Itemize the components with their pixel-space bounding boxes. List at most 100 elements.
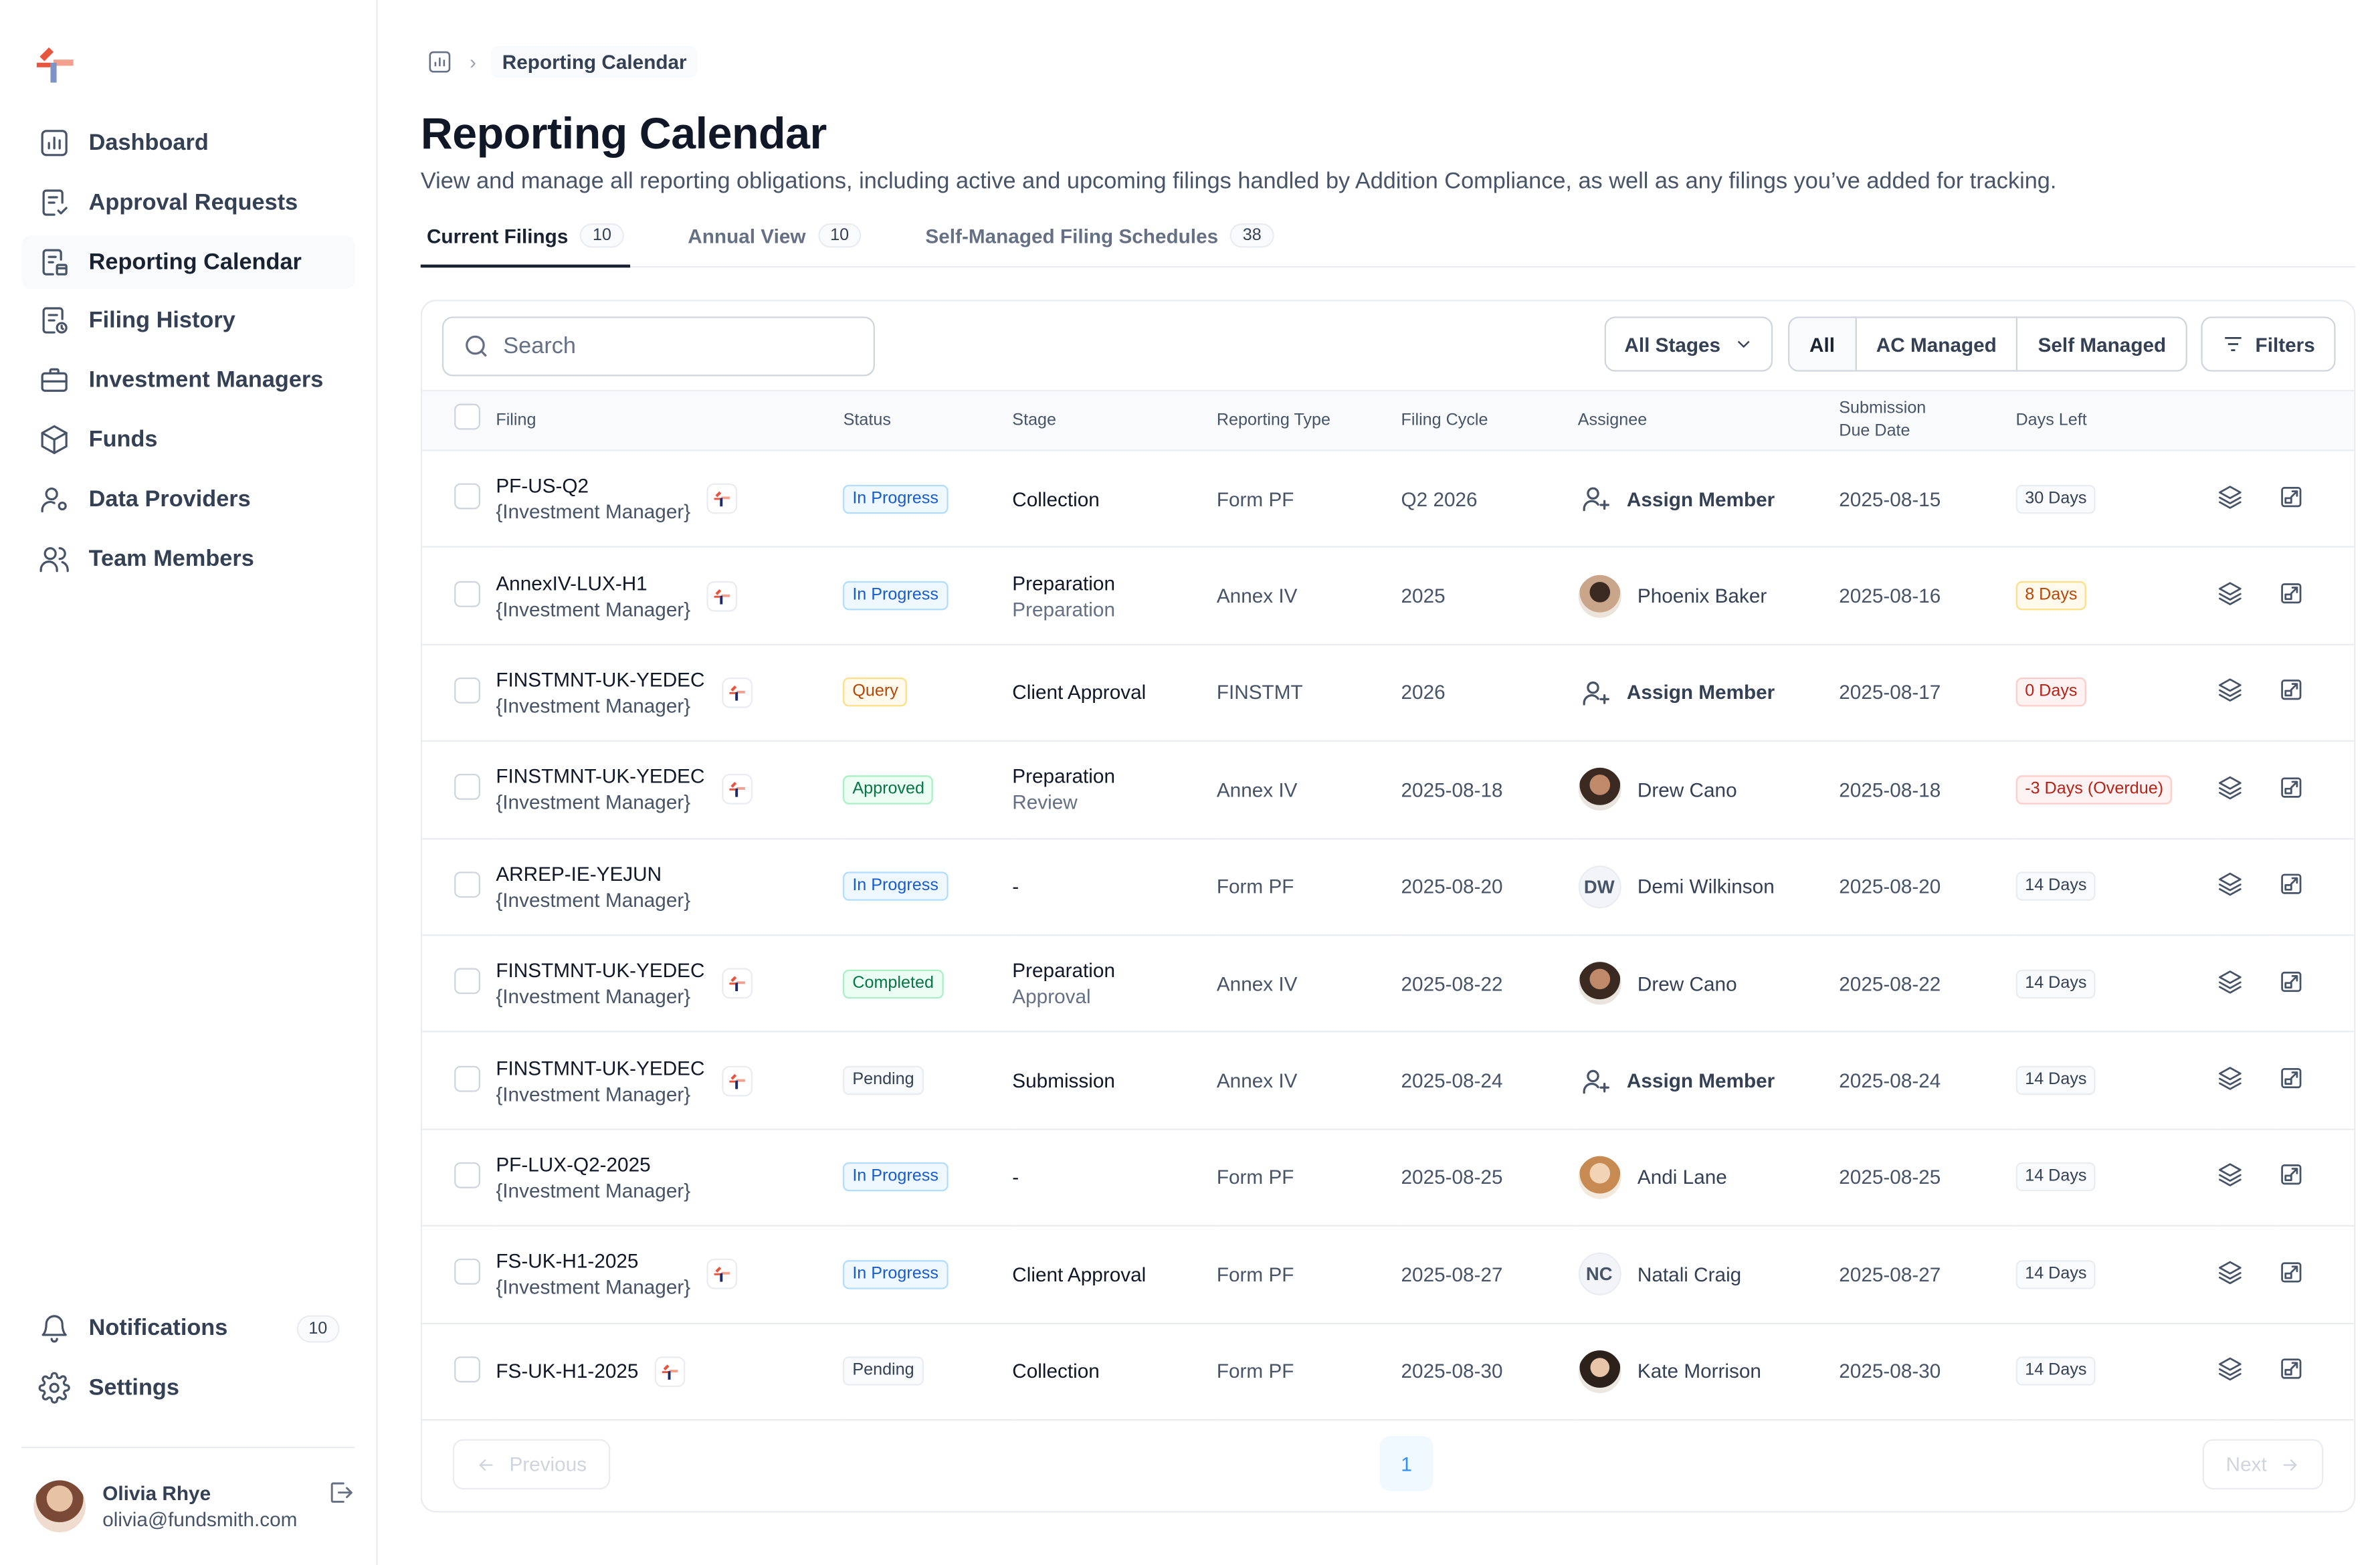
stage-select[interactable]: All Stages — [1604, 316, 1773, 372]
app-logo[interactable] — [33, 43, 76, 86]
open-external-icon[interactable] — [2277, 1068, 2304, 1096]
segment-self-managed[interactable]: Self Managed — [2038, 332, 2167, 356]
assignee[interactable]: Andi Lane — [1577, 1156, 1840, 1199]
col-days-left[interactable]: Days Left — [2015, 410, 2087, 429]
sidebar-item-team-members[interactable]: Team Members — [21, 532, 355, 585]
dashboard-home-icon[interactable] — [421, 44, 458, 78]
search-input[interactable] — [503, 333, 840, 360]
assignee[interactable]: Phoenix Baker — [1577, 574, 1840, 617]
open-external-icon[interactable] — [2277, 874, 2304, 902]
table-row[interactable]: FINSTMNT-UK-YEDEC {Investment Manager} Que… — [422, 644, 2355, 742]
layers-icon[interactable] — [2215, 776, 2243, 805]
tab-annual-view[interactable]: Annual View 10 — [682, 213, 867, 268]
due-date: 2025-08-24 — [1839, 1069, 1941, 1092]
assign-member-button[interactable]: Assign Member — [1578, 677, 1840, 708]
table-row[interactable]: FINSTMNT-UK-YEDEC {Investment Manager} Pen… — [422, 1032, 2355, 1130]
open-external-icon[interactable] — [2277, 1358, 2304, 1387]
layers-icon[interactable] — [2215, 1067, 2243, 1096]
row-checkbox[interactable] — [454, 871, 480, 898]
filing-cycle: 2025-08-18 — [1401, 778, 1503, 801]
sidebar-item-data-providers[interactable]: Data Providers — [21, 472, 355, 526]
sidebar-item-filing-history[interactable]: Filing History — [21, 294, 355, 348]
open-external-icon[interactable] — [2277, 1261, 2304, 1290]
layers-icon[interactable] — [2215, 970, 2243, 999]
logout-icon[interactable] — [327, 1479, 358, 1509]
table-row[interactable]: FS-UK-H1-2025 {Investment Manager} In Prog… — [422, 1226, 2355, 1323]
assignee[interactable]: Kate Morrison — [1577, 1350, 1840, 1393]
table-row[interactable]: ARREP-IE-YEJUN {Investment Manager} In Pro… — [422, 838, 2355, 936]
open-external-icon[interactable] — [2277, 680, 2304, 708]
sidebar-item-investment-managers[interactable]: Investment Managers — [21, 354, 355, 407]
filing-name[interactable]: ARREP-IE-YEJUN — [496, 862, 662, 885]
row-checkbox[interactable] — [454, 1259, 480, 1285]
filing-name[interactable]: FS-UK-H1-2025 — [496, 1249, 639, 1273]
open-external-icon[interactable] — [2277, 1164, 2304, 1193]
previous-button[interactable]: Previous — [452, 1439, 610, 1490]
col-filing-cycle[interactable]: Filing Cycle — [1401, 410, 1488, 429]
filing-name[interactable]: FS-UK-H1-2025 — [496, 1360, 639, 1383]
col-submission-due-date[interactable]: Submission Due Date — [1839, 391, 2015, 450]
sidebar-item-dashboard[interactable]: Dashboard — [21, 116, 355, 170]
filing-name[interactable]: FINSTMNT-UK-YEDEC — [496, 765, 705, 789]
col-status[interactable]: Status — [843, 410, 891, 429]
open-external-icon[interactable] — [2277, 486, 2304, 515]
layers-icon[interactable] — [2215, 582, 2243, 612]
sidebar-item-notifications[interactable]: Notifications 10 — [21, 1301, 355, 1355]
row-checkbox[interactable] — [454, 1162, 480, 1188]
user-profile[interactable]: Olivia Rhye olivia@fundsmith.com — [33, 1479, 358, 1534]
row-checkbox[interactable] — [454, 1065, 480, 1091]
breadcrumb-current[interactable]: Reporting Calendar — [491, 45, 698, 78]
open-external-icon[interactable] — [2277, 971, 2304, 999]
filing-name[interactable]: PF-US-Q2 — [496, 474, 589, 498]
row-checkbox[interactable] — [454, 968, 480, 995]
table-row[interactable]: PF-US-Q2 {Investment Manager} In Progress C… — [422, 450, 2355, 548]
layers-icon[interactable] — [2215, 1261, 2243, 1290]
table-row[interactable]: FINSTMNT-UK-YEDEC {Investment Manager} App… — [422, 741, 2355, 839]
open-external-icon[interactable] — [2277, 583, 2304, 612]
segment-all[interactable]: All — [1789, 318, 1857, 371]
filing-name[interactable]: FINSTMNT-UK-YEDEC — [496, 668, 705, 692]
sidebar-item-funds[interactable]: Funds — [21, 413, 355, 466]
row-checkbox[interactable] — [454, 774, 480, 801]
table-row[interactable]: PF-LUX-Q2-2025 {Investment Manager} In Pro… — [422, 1129, 2355, 1226]
layers-icon[interactable] — [2215, 679, 2243, 708]
layers-icon[interactable] — [2215, 873, 2243, 902]
assignee[interactable]: DW Demi Wilkinson — [1577, 865, 1840, 908]
sidebar-item-settings[interactable]: Settings — [21, 1361, 355, 1415]
tab-label: Current Filings — [426, 225, 569, 248]
filing-name[interactable]: PF-LUX-Q2-2025 — [496, 1152, 651, 1176]
assign-member-button[interactable]: Assign Member — [1578, 1065, 1840, 1096]
tab-current-filings[interactable]: Current Filings 10 — [420, 213, 630, 268]
assignee[interactable]: Drew Cano — [1577, 962, 1840, 1005]
select-all-checkbox[interactable] — [454, 403, 480, 430]
row-checkbox[interactable] — [454, 483, 480, 510]
row-checkbox[interactable] — [454, 677, 480, 704]
segment-ac-managed[interactable]: AC Managed — [1856, 318, 2018, 371]
open-external-icon[interactable] — [2277, 777, 2304, 805]
col-reporting-type[interactable]: Reporting Type — [1216, 410, 1330, 429]
assignee[interactable]: Drew Cano — [1577, 768, 1840, 811]
sidebar-item-reporting-calendar[interactable]: Reporting Calendar — [21, 235, 355, 289]
filing-name[interactable]: FINSTMNT-UK-YEDEC — [496, 1055, 705, 1079]
col-assignee[interactable]: Assignee — [1577, 410, 1648, 429]
table-row[interactable]: FS-UK-H1-2025 Pending Collection Form PF 202… — [422, 1323, 2355, 1420]
table-row[interactable]: FINSTMNT-UK-YEDEC {Investment Manager} Com… — [422, 935, 2355, 1033]
filters-button[interactable]: Filters — [2201, 316, 2336, 372]
row-checkbox[interactable] — [454, 1356, 480, 1382]
assignee[interactable]: NC Natali Craig — [1577, 1253, 1840, 1296]
assign-member-button[interactable]: Assign Member — [1578, 484, 1840, 514]
layers-icon[interactable] — [2215, 1164, 2243, 1193]
filing-name[interactable]: FINSTMNT-UK-YEDEC — [496, 959, 705, 982]
tab-self-managed-filing-schedules[interactable]: Self-Managed Filing Schedules 38 — [919, 213, 1280, 268]
row-checkbox[interactable] — [454, 580, 480, 607]
col-filing[interactable]: Filing — [496, 410, 536, 429]
page-number-button[interactable]: 1 — [1379, 1436, 1433, 1491]
next-button[interactable]: Next — [2203, 1439, 2324, 1490]
stage: Preparation — [1012, 959, 1116, 982]
sidebar-item-approval-requests[interactable]: Approval Requests — [21, 175, 355, 229]
filing-name[interactable]: AnnexIV-LUX-H1 — [496, 571, 648, 595]
layers-icon[interactable] — [2215, 485, 2243, 515]
layers-icon[interactable] — [2215, 1358, 2243, 1387]
table-row[interactable]: AnnexIV-LUX-H1 {Investment Manager} In Pro… — [422, 547, 2355, 645]
col-stage[interactable]: Stage — [1012, 410, 1057, 429]
